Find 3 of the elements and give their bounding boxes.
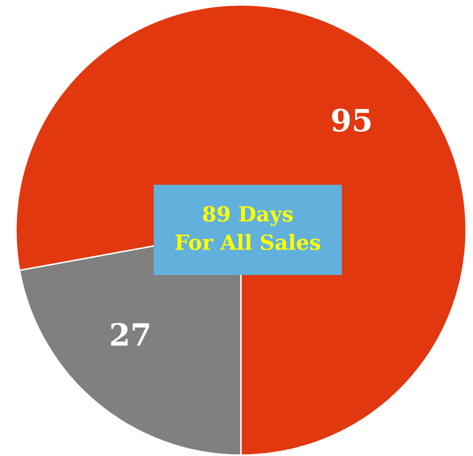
data-label: 95 <box>332 108 371 132</box>
data-label: 27 <box>111 322 150 346</box>
text: 89 Days For All Sales <box>176 206 320 250</box>
